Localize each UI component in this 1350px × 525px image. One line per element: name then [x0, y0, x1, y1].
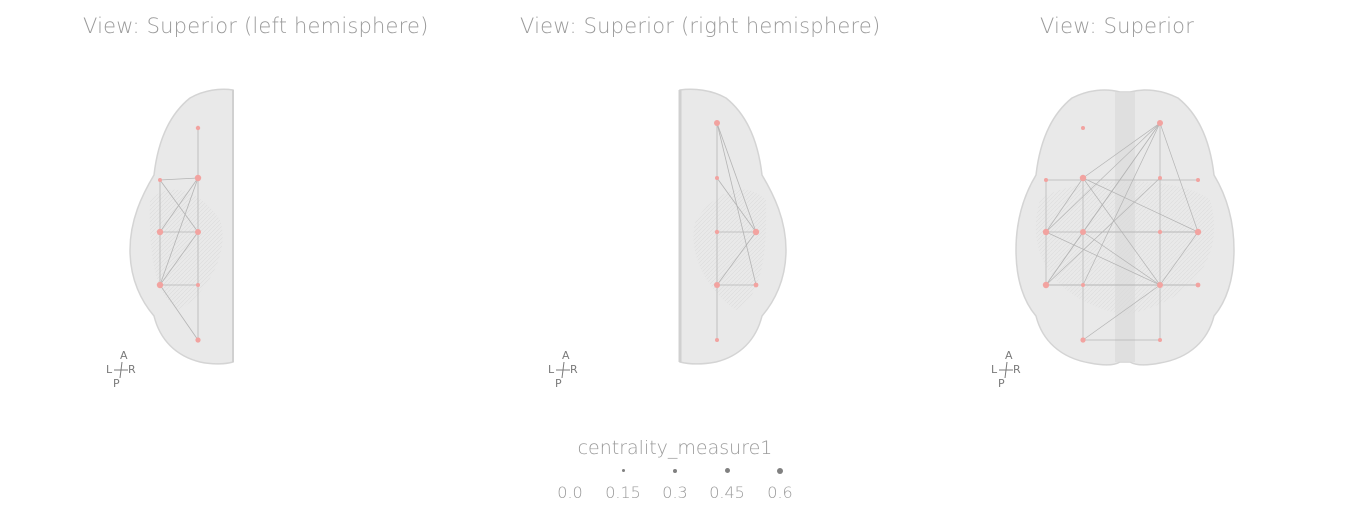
legend-item: 0.0 [540, 462, 600, 502]
legend-title: centrality_measure1 [577, 437, 773, 459]
orientation-cross-icon [999, 361, 1013, 379]
legend-size-marker [621, 469, 625, 472]
orientation-anterior: A [1005, 349, 1013, 362]
legend-size-marker [673, 469, 677, 473]
orientation-marker-right: A L R P [546, 348, 586, 392]
legend-label: 0.6 [767, 483, 793, 502]
orientation-left: L [991, 363, 998, 376]
orientation-posterior: P [555, 377, 562, 390]
orientation-cross-icon [114, 361, 128, 379]
panel-title-left: View: Superior (left hemisphere) [83, 14, 429, 38]
legend-label: 0.0 [557, 483, 583, 502]
panel-title-right: View: Superior (right hemisphere) [520, 14, 881, 38]
orientation-posterior: P [998, 377, 1005, 390]
network-edges-whole [1045, 122, 1199, 341]
orientation-marker-whole: A L R P [989, 348, 1029, 392]
network-edges-right [716, 122, 757, 340]
orientation-right: R [1013, 363, 1021, 376]
brain-view-left-hemisphere [129, 88, 234, 365]
orientation-right: R [128, 363, 136, 376]
network-nodes-right [714, 120, 760, 342]
orientation-left: L [106, 363, 113, 376]
orientation-anterior: A [562, 349, 570, 362]
legend-item: 0.15 [593, 462, 653, 502]
orientation-left: L [548, 363, 555, 376]
network-edges-left [159, 128, 199, 341]
legend-label: 0.3 [662, 483, 688, 502]
orientation-cross-icon [556, 361, 570, 379]
orientation-anterior: A [120, 349, 128, 362]
orientation-posterior: P [113, 377, 120, 390]
network-nodes-whole [1042, 120, 1202, 343]
brain-view-right-hemisphere [678, 88, 787, 365]
brain-view-whole [1015, 89, 1235, 366]
legend-item: 0.3 [645, 462, 705, 502]
legend-label: 0.15 [605, 483, 641, 502]
panel-title-both: View: Superior [1039, 14, 1195, 38]
orientation-marker-left: A L R P [104, 348, 144, 392]
orientation-right: R [570, 363, 578, 376]
legend-size-marker [724, 468, 730, 473]
legend-item: 0.6 [750, 462, 810, 502]
legend-size-marker [777, 468, 783, 474]
legend-item: 0.45 [697, 462, 757, 502]
network-nodes-left [156, 125, 202, 343]
legend-label: 0.45 [709, 483, 745, 502]
